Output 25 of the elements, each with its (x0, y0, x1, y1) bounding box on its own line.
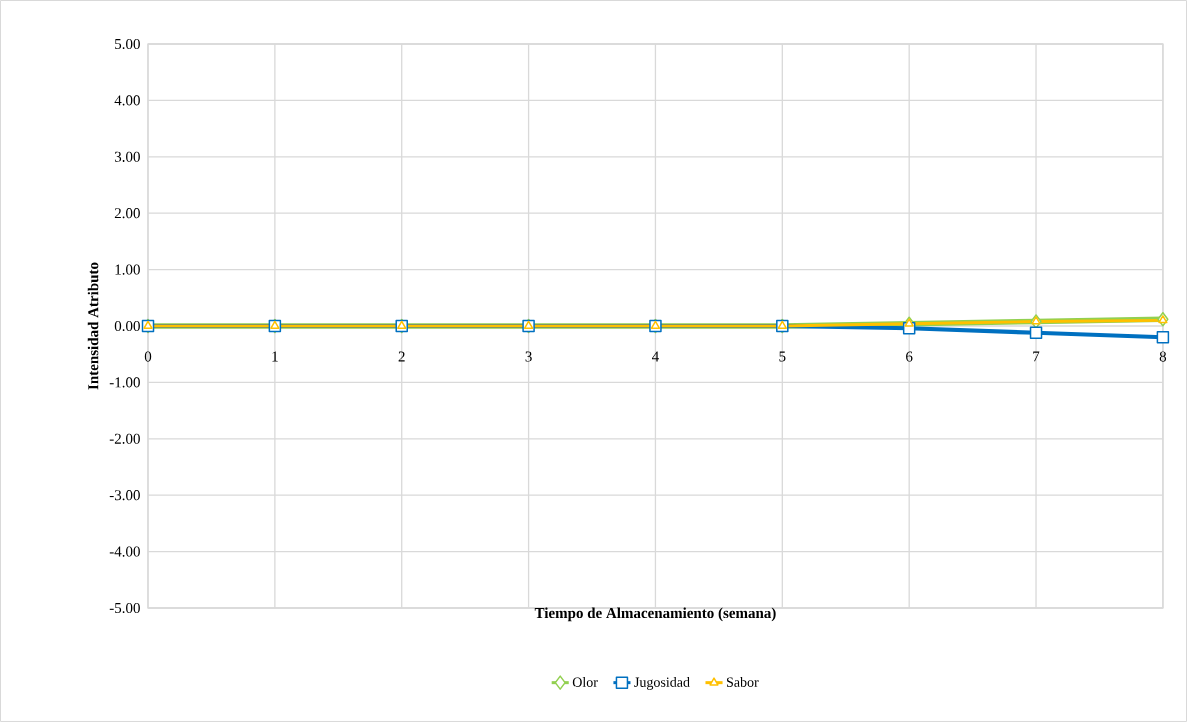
x-tick-label: 8 (1159, 351, 1167, 362)
x-axis-title: Tiempo de Almacenamiento (semana) (534, 607, 776, 622)
y-tick-label: -4.00 (109, 546, 140, 557)
x-tick-label: 2 (398, 351, 405, 362)
y-tick-label: 3.00 (114, 151, 140, 162)
legend-label: Olor (572, 677, 598, 687)
y-tick-label: 4.00 (114, 95, 140, 106)
y-tick-label: -5.00 (109, 602, 140, 614)
y-tick-label: -3.00 (109, 490, 140, 501)
y-axis-title: Intensidad Atributo (87, 262, 99, 390)
x-tick-label: 4 (652, 351, 659, 362)
y-tick-label: -1.00 (109, 377, 140, 388)
x-tick-label: 7 (1033, 351, 1040, 362)
legend-label: Sabor (727, 677, 759, 687)
x-tick-label: 0 (144, 351, 152, 362)
y-tick-label: -2.00 (109, 433, 140, 444)
y-tick-label: 0.00 (114, 320, 140, 332)
y-tick-label: 1.00 (115, 264, 140, 275)
y-tick-label: 2.00 (114, 208, 140, 219)
legend-label: Jugosidad (634, 677, 690, 690)
y-tick-label: 5.00 (115, 38, 140, 50)
x-tick-label: 6 (906, 351, 913, 362)
x-tick-label: 5 (779, 351, 786, 362)
x-tick-label: 3 (525, 351, 532, 362)
x-tick-label: 1 (272, 351, 278, 362)
